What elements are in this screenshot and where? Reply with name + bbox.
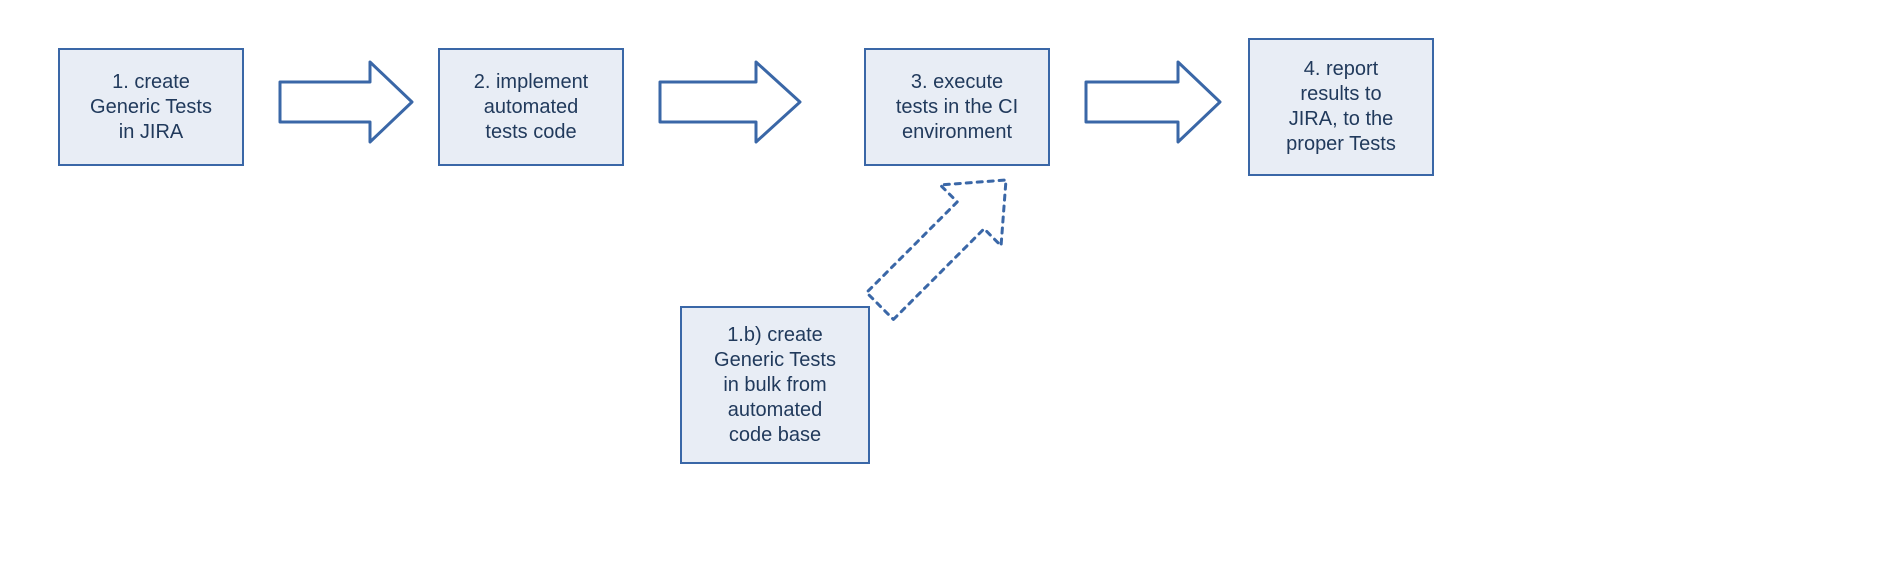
node-create-generic-tests: 1. createGeneric Testsin JIRA (58, 48, 244, 166)
node-label: 1.b) createGeneric Testsin bulk fromauto… (714, 323, 836, 448)
node-label: 1. createGeneric Testsin JIRA (90, 70, 212, 145)
node-label: 3. executetests in the CIenvironment (896, 70, 1018, 145)
node-create-tests-bulk: 1.b) createGeneric Testsin bulk fromauto… (680, 306, 870, 464)
arrow-a34 (1086, 62, 1220, 142)
node-implement-automated-tests: 2. implementautomatedtests code (438, 48, 624, 166)
node-execute-tests-ci: 3. executetests in the CIenvironment (864, 48, 1050, 166)
arrow-a1b3 (867, 180, 1006, 319)
node-report-results-jira: 4. reportresults toJIRA, to theproper Te… (1248, 38, 1434, 176)
arrow-a12 (280, 62, 412, 142)
arrow-a23 (660, 62, 800, 142)
node-label: 2. implementautomatedtests code (474, 70, 589, 145)
node-label: 4. reportresults toJIRA, to theproper Te… (1286, 57, 1396, 157)
diagram-canvas: 1. createGeneric Testsin JIRA 2. impleme… (0, 0, 1880, 562)
